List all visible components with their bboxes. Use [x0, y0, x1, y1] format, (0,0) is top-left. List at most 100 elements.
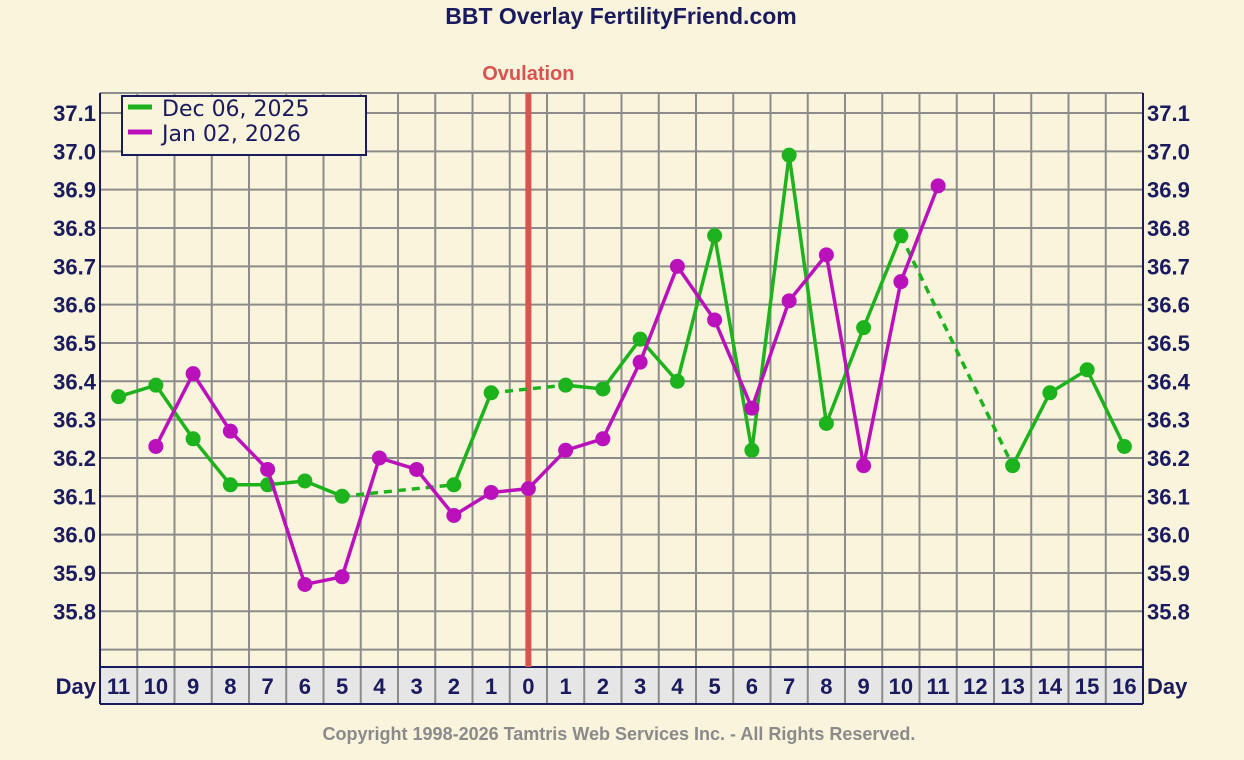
legend: Dec 06, 2025 Jan 02, 2026: [121, 95, 367, 156]
y-tick-label-right: 36.3: [1147, 408, 1190, 433]
day-tick-label: 6: [746, 674, 758, 699]
series-segment: [899, 185, 940, 283]
series-1: [148, 178, 946, 592]
y-tick-label-right: 36.7: [1147, 254, 1190, 279]
data-point: [818, 247, 834, 263]
y-tick-label-left: 36.5: [53, 331, 96, 356]
y-tick-label-right: 36.9: [1147, 178, 1190, 203]
day-tick-label: 1: [485, 674, 497, 699]
day-tick-label: 5: [336, 674, 348, 699]
data-point: [297, 576, 313, 592]
legend-label-dec: Dec 06, 2025: [162, 97, 310, 122]
chart-title: BBT Overlay FertilityFriend.com: [445, 3, 796, 29]
data-point: [446, 477, 462, 493]
y-tick-label-left: 36.8: [53, 216, 96, 241]
data-point: [669, 258, 685, 274]
data-point: [334, 569, 350, 585]
data-point: [893, 228, 909, 244]
day-axis-label-left: Day: [56, 674, 97, 699]
series-gap-segment: [341, 483, 455, 499]
y-tick-label-left: 36.4: [53, 369, 97, 394]
data-point: [744, 400, 760, 416]
series-segment: [191, 437, 232, 486]
y-tick-label-left: 36.2: [53, 446, 96, 471]
day-tick-label: 7: [262, 674, 274, 699]
y-tick-label-right: 36.5: [1147, 331, 1190, 356]
series-segment: [787, 253, 828, 302]
data-point: [856, 458, 872, 474]
day-tick-label: 2: [597, 674, 609, 699]
series-segment: [415, 468, 456, 517]
day-tick-label: 0: [522, 674, 534, 699]
y-tick-label-right: 35.9: [1147, 561, 1190, 586]
series-0: [111, 147, 1132, 504]
y-tick-label-right: 36.2: [1147, 446, 1190, 471]
y-tick-label-right: 36.4: [1147, 369, 1191, 394]
series-segment: [638, 265, 680, 363]
day-tick-label: 7: [783, 674, 795, 699]
copyright-footer: Copyright 1998-2026 Tamtris Web Services…: [323, 724, 916, 744]
day-tick-label: 13: [1000, 674, 1024, 699]
data-point: [111, 389, 127, 405]
day-tick-label: 8: [820, 674, 832, 699]
data-point: [818, 415, 834, 431]
series-segment: [675, 265, 717, 321]
day-tick-label: 2: [448, 674, 460, 699]
grid: [99, 92, 1144, 667]
day-tick-label: 10: [144, 674, 168, 699]
data-point: [520, 481, 536, 497]
y-tick-label-left: 36.3: [53, 408, 96, 433]
data-point: [781, 293, 797, 309]
data-point: [1042, 385, 1058, 401]
day-tick-label: 3: [411, 674, 423, 699]
data-point: [1079, 362, 1095, 378]
data-point: [744, 442, 760, 458]
series-gap-segment: [490, 383, 566, 395]
y-tick-label-left: 36.7: [53, 254, 96, 279]
day-tick-label: 6: [299, 674, 311, 699]
y-axis-ticks: 37.1 37.1 37.0 37.0 36.9 36.9 36.8 36.8 36.7 36.7…: [53, 101, 1190, 624]
y-tick-label-right: 36.0: [1147, 523, 1190, 548]
series-segment: [824, 327, 866, 425]
series-segment: [824, 254, 866, 466]
day-tick-label: 16: [1112, 674, 1136, 699]
series-segment: [229, 429, 269, 471]
day-tick-label: 4: [671, 674, 684, 699]
day-tick-label: 5: [709, 674, 721, 699]
series-segment: [750, 300, 791, 409]
series-segment: [675, 235, 717, 382]
data-point: [222, 477, 238, 493]
series-segment: [452, 392, 493, 486]
data-point: [483, 385, 499, 401]
series-segment: [265, 468, 307, 585]
series-segment: [154, 372, 195, 448]
y-tick-label-left: 37.0: [53, 139, 96, 164]
series-segment: [861, 281, 903, 466]
data-point: [1116, 438, 1132, 454]
series-segment: [601, 361, 642, 440]
series-gap-segment: [899, 234, 1015, 467]
day-tick-label: 1: [560, 674, 572, 699]
day-axis-label-right: Day: [1147, 674, 1188, 699]
data-point: [781, 147, 797, 163]
y-tick-label-left: 36.9: [53, 178, 96, 203]
data-point: [558, 377, 574, 393]
data-point: [669, 373, 685, 389]
day-tick-label: 10: [889, 674, 913, 699]
legend-box: [121, 95, 367, 156]
day-tick-label: 8: [224, 674, 236, 699]
data-point: [297, 473, 313, 489]
data-point: [446, 507, 462, 523]
day-tick-label: 12: [963, 674, 987, 699]
y-tick-label-left: 35.8: [53, 599, 96, 624]
day-tick-label: 11: [107, 674, 130, 699]
data-point: [632, 354, 648, 370]
ovulation-label: Ovulation: [482, 63, 574, 85]
data-point: [595, 381, 611, 397]
series-segment: [601, 338, 642, 391]
day-tick-label: 4: [373, 674, 386, 699]
data-point: [707, 228, 723, 244]
y-tick-label-right: 37.0: [1147, 139, 1190, 164]
data-point: [483, 484, 499, 500]
data-point: [1005, 458, 1021, 474]
